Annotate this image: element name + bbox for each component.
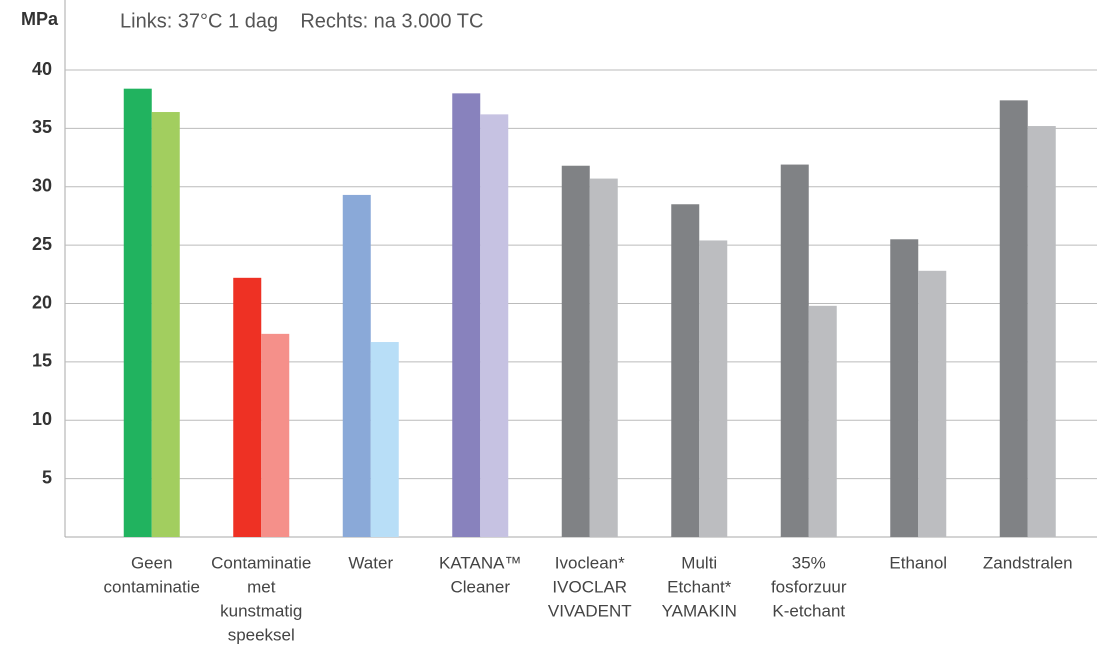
x-tick-label: Ivoclean* — [555, 553, 625, 572]
x-tick-label: met — [247, 577, 276, 596]
x-tick-label: Contaminatie — [211, 553, 311, 572]
x-tick-label: Ethanol — [889, 553, 947, 572]
y-tick-label: 15 — [32, 351, 52, 371]
x-tick-label: VIVADENT — [548, 601, 632, 620]
bar — [999, 100, 1028, 537]
y-tick-label: 25 — [32, 234, 52, 254]
x-tick-label: Cleaner — [450, 577, 510, 596]
bar — [1027, 126, 1056, 537]
bar — [342, 194, 371, 538]
x-tick-label: Water — [348, 553, 393, 572]
bar — [918, 270, 947, 537]
x-tick-label: speeksel — [228, 625, 295, 644]
bar — [671, 204, 700, 537]
bar — [151, 112, 180, 537]
bar — [370, 342, 399, 537]
bar — [808, 305, 837, 537]
x-tick-label: IVOCLAR — [552, 577, 627, 596]
x-tick-label: 35% — [792, 553, 826, 572]
y-tick-label: 30 — [32, 176, 52, 196]
x-tick-label: K-etchant — [772, 601, 845, 620]
x-tick-label: Etchant* — [667, 577, 732, 596]
bar — [233, 277, 262, 537]
bar — [561, 165, 590, 538]
y-tick-label: 10 — [32, 409, 52, 429]
bar — [261, 333, 290, 537]
bar — [452, 93, 481, 537]
bar — [480, 114, 509, 538]
y-tick-label: 20 — [32, 292, 52, 312]
y-axis-label: MPa — [21, 9, 59, 29]
y-tick-label: 35 — [32, 117, 52, 137]
x-tick-label: YAMAKIN — [662, 601, 737, 620]
x-tick-label: fosforzuur — [771, 577, 847, 596]
chart-subtitle: Links: 37°C 1 dag Rechts: na 3.000 TC — [120, 10, 483, 32]
bar — [589, 178, 618, 537]
x-tick-label: Geen — [131, 553, 173, 572]
bar — [123, 88, 152, 538]
bar — [890, 239, 919, 537]
x-tick-label: kunstmatig — [220, 601, 302, 620]
y-tick-label: 5 — [42, 467, 52, 487]
x-tick-label: KATANA™ — [439, 553, 522, 572]
x-tick-label: Multi — [681, 553, 717, 572]
bar — [780, 164, 809, 537]
y-tick-label: 40 — [32, 59, 52, 79]
bar — [699, 240, 728, 537]
x-tick-label: Zandstralen — [983, 553, 1073, 572]
x-tick-label: contaminatie — [104, 577, 200, 596]
